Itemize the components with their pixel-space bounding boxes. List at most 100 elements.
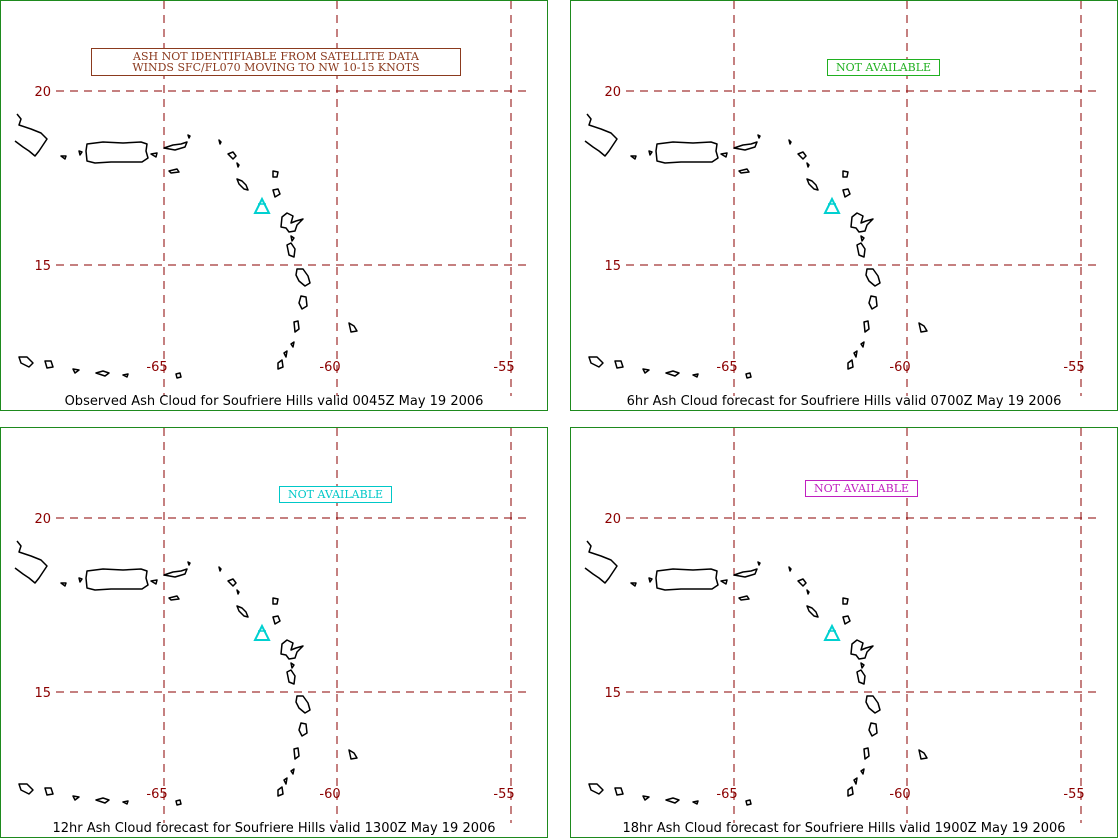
coastline (842, 615, 851, 625)
longitude-label: -55 (493, 787, 514, 802)
coastline (642, 795, 650, 801)
coastline (584, 113, 618, 157)
coastline (733, 141, 758, 151)
latitude-label: 20 (604, 85, 621, 100)
coastline (806, 162, 810, 168)
longitude-label: -65 (716, 787, 737, 802)
coastline (853, 350, 858, 358)
coastline (283, 777, 288, 785)
longitude-label: -55 (1063, 360, 1084, 375)
coastline (163, 568, 188, 578)
coastline (85, 568, 149, 591)
coastline (122, 373, 129, 378)
coastline (868, 722, 878, 737)
triangle-volcano-icon (253, 196, 271, 214)
coastline (280, 639, 304, 660)
coastline (150, 152, 158, 158)
coastline (665, 370, 680, 377)
triangle-volcano-icon (823, 196, 841, 214)
triangle-volcano-icon (253, 623, 271, 641)
coastline (720, 579, 728, 585)
coastline (175, 372, 182, 379)
longitude-label: -60 (319, 360, 340, 375)
coastline (842, 170, 849, 178)
coastline (298, 295, 308, 310)
coastline (168, 168, 180, 174)
coastline (293, 747, 300, 760)
coastline (856, 242, 866, 258)
not-available-box: NOT AVAILABLE (279, 486, 393, 503)
latitude-label: 15 (604, 259, 621, 274)
coastline (290, 768, 295, 775)
coastline (788, 139, 792, 145)
coastline (280, 212, 304, 233)
coastline (630, 582, 637, 587)
longitude-label: -55 (493, 360, 514, 375)
coastline (850, 639, 874, 660)
map-panel-6hr: 20 15 -65 -60 -55 NOT AVAILABLE 6hr Ash Clou… (570, 0, 1118, 411)
longitude-label: -60 (889, 360, 910, 375)
coastline (150, 579, 158, 585)
latitude-label: 20 (34, 512, 51, 527)
coastline (236, 605, 249, 618)
coastline (272, 188, 281, 198)
coastline (853, 777, 858, 785)
not-available-box: NOT AVAILABLE (827, 59, 941, 76)
coastline (168, 595, 180, 601)
coastline (78, 150, 83, 156)
map-panel-observed: 20 15 -65 -60 -55 ASH NOT IDENTIFIABLE FROM … (0, 0, 548, 411)
coastline (738, 168, 750, 174)
coastline (175, 799, 182, 806)
coastline (918, 749, 928, 760)
longitude-label: -55 (1063, 787, 1084, 802)
coastline (72, 795, 80, 801)
coastline (588, 783, 604, 795)
coastline (842, 597, 849, 605)
coastline (648, 150, 653, 156)
coastline (806, 589, 810, 595)
panel-caption: 6hr Ash Cloud forecast for Soufriere Hil… (626, 394, 1062, 409)
coastline (856, 669, 866, 685)
coastline (95, 370, 110, 377)
panel-caption: Observed Ash Cloud for Soufriere Hills v… (64, 394, 484, 409)
latitude-label: 20 (34, 85, 51, 100)
coastline (655, 141, 719, 164)
coastline (745, 372, 752, 379)
coastline (720, 152, 728, 158)
coastline (218, 566, 222, 572)
coastline (745, 799, 752, 806)
map-canvas: 20 15 -65 -60 -55 (14, 1, 531, 396)
coastline (272, 597, 279, 605)
coastline (642, 368, 650, 374)
coastline (122, 800, 129, 805)
coastline (272, 615, 281, 625)
coastline (842, 188, 851, 198)
coastline (757, 134, 761, 139)
coastline (692, 373, 699, 378)
longitude-label: -65 (716, 360, 737, 375)
coastline (14, 540, 48, 584)
coastline (283, 350, 288, 358)
latitude-label: 15 (604, 686, 621, 701)
coastline (44, 360, 54, 369)
triangle-volcano-icon (823, 623, 841, 641)
coastline (163, 141, 188, 151)
coastline (860, 662, 865, 669)
coastline (797, 578, 807, 587)
coastline (295, 695, 311, 714)
coastline (584, 540, 618, 584)
coastline (236, 162, 240, 168)
coastline (806, 178, 819, 191)
coastline (293, 320, 300, 333)
coastline (14, 113, 48, 157)
coastline (348, 322, 358, 333)
coastline (614, 360, 624, 369)
map-panel-12hr: 20 15 -65 -60 -55 NOT AVAILABLE 12hr Ash Clo… (0, 427, 548, 838)
longitude-label: -60 (319, 787, 340, 802)
coastline (847, 359, 854, 370)
coastline (655, 568, 719, 591)
coastline (614, 787, 624, 796)
coastline (788, 566, 792, 572)
coastline (44, 787, 54, 796)
coastline (806, 605, 819, 618)
